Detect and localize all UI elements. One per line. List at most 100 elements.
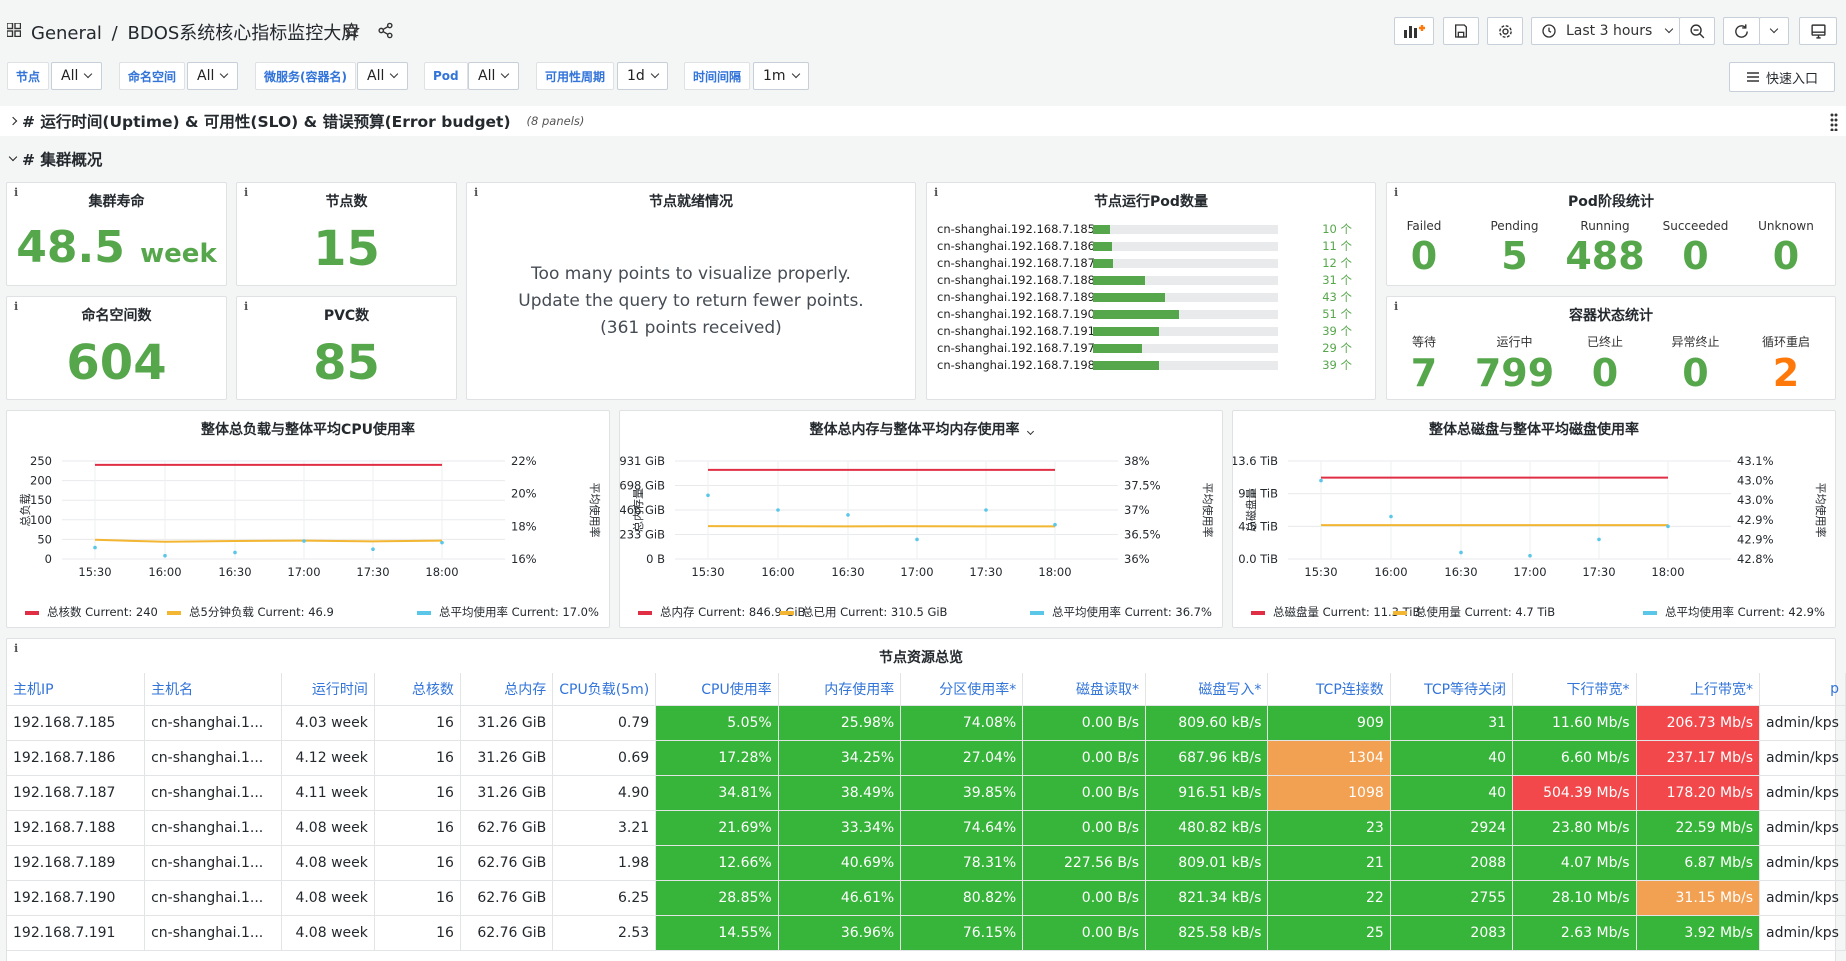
- legend-item[interactable]: 总使用量 Current: 4.7 TiB: [1415, 605, 1555, 619]
- tv-mode-button[interactable]: [1799, 17, 1837, 45]
- info-icon[interactable]: i: [474, 186, 479, 199]
- share-icon[interactable]: [377, 22, 394, 43]
- star-icon[interactable]: [343, 22, 360, 43]
- table-cell: 821.34 kB/s: [1145, 880, 1269, 916]
- cluster-age-unit: week: [140, 239, 217, 269]
- column-header[interactable]: 磁盘写入*: [1145, 673, 1269, 706]
- add-panel-button[interactable]: [1394, 17, 1434, 45]
- column-header[interactable]: TCP连接数: [1267, 673, 1391, 706]
- column-header[interactable]: 总内存: [460, 673, 554, 706]
- info-icon[interactable]: i: [934, 186, 939, 199]
- table-row[interactable]: 192.168.7.191 cn-shanghai.1... 4.08 week 16…: [7, 915, 1846, 951]
- stat-value: 799: [1474, 351, 1555, 395]
- stat-column: 运行中 799: [1470, 333, 1560, 396]
- column-header[interactable]: 主机IP: [7, 673, 146, 706]
- info-icon[interactable]: i: [1394, 300, 1399, 313]
- table-cell: 16: [374, 705, 461, 741]
- cluster-age-value: 48.5 week: [7, 223, 226, 279]
- series-point: [846, 513, 850, 517]
- legend-item[interactable]: 总平均使用率 Current: 17.0%: [439, 605, 599, 619]
- y2-tick-label: 22%: [511, 454, 537, 468]
- table-row[interactable]: 192.168.7.187 cn-shanghai.1... 4.11 week 16…: [7, 775, 1846, 811]
- column-header[interactable]: TCP等待关闭: [1390, 673, 1514, 706]
- legend-item[interactable]: 总已用 Current: 310.5 GiB: [802, 605, 948, 619]
- column-header[interactable]: 运行时间: [281, 673, 375, 706]
- x-tick-label: 16:30: [218, 565, 251, 579]
- legend-swatch: [1393, 611, 1407, 615]
- column-header[interactable]: 总核数: [374, 673, 461, 706]
- row-uptime[interactable]: # 运行时间(Uptime) & 可用性(SLO) & 错误预算(Error b…: [0, 106, 1846, 136]
- table-cell: 40.69%: [778, 845, 902, 881]
- var-select-namespace[interactable]: All: [187, 62, 238, 90]
- info-icon[interactable]: i: [14, 642, 19, 655]
- time-picker[interactable]: Last 3 hours: [1531, 17, 1680, 45]
- panel-cluster-age: i 集群寿命 48.5 week: [6, 182, 227, 286]
- column-header[interactable]: CPU负载(5m): [552, 673, 657, 706]
- legend-item[interactable]: 总平均使用率 Current: 42.9%: [1665, 605, 1825, 619]
- legend-item[interactable]: 总5分钟负载 Current: 46.9: [189, 605, 334, 619]
- column-header[interactable]: 主机名: [144, 673, 283, 706]
- refresh-button[interactable]: [1723, 17, 1760, 45]
- node-name: cn-shanghai.192.168.7.197: [937, 341, 1095, 355]
- y2-tick-label: 36%: [1124, 552, 1150, 566]
- memory-chart[interactable]: 931 GiB 698 GiB 466 GiB 233 GiB 0 B 38% 37.5% 3…: [620, 411, 1223, 628]
- zoom-out-button[interactable]: [1679, 17, 1715, 45]
- table-row[interactable]: 192.168.7.186 cn-shanghai.1... 4.12 week 16…: [7, 740, 1846, 776]
- legend-item[interactable]: 总磁盘量 Current: 11.3 TiB: [1273, 605, 1421, 619]
- table-row[interactable]: 192.168.7.189 cn-shanghai.1... 4.08 week 16…: [7, 845, 1846, 881]
- info-icon[interactable]: i: [14, 300, 19, 313]
- save-button[interactable]: [1443, 17, 1479, 45]
- info-icon[interactable]: i: [244, 300, 249, 313]
- column-header[interactable]: 下行带宽*: [1512, 673, 1637, 706]
- stat-column: 循环重启 2: [1741, 333, 1831, 396]
- disk-chart[interactable]: 13.6 TiB 9.1 TiB 4.5 TiB 0.0 TiB 43.1% 43.0% 4…: [1233, 411, 1836, 628]
- table-cell: 62.76 GiB: [460, 845, 554, 881]
- var-select-pod[interactable]: All: [468, 62, 519, 90]
- table-row[interactable]: 192.168.7.188 cn-shanghai.1... 4.08 week 16…: [7, 810, 1846, 846]
- settings-button[interactable]: [1487, 17, 1523, 45]
- column-header[interactable]: p: [1759, 673, 1846, 706]
- var-select-slo-period[interactable]: 1d: [617, 62, 668, 90]
- refresh-interval-dropdown[interactable]: [1759, 17, 1789, 45]
- info-icon[interactable]: i: [1394, 186, 1399, 199]
- info-icon[interactable]: i: [14, 186, 19, 199]
- column-header[interactable]: CPU使用率: [655, 673, 779, 706]
- legend-item[interactable]: 总核数 Current: 240: [47, 605, 158, 619]
- series-point: [1389, 514, 1393, 519]
- table-cell: 1304: [1267, 740, 1391, 776]
- node-name: cn-shanghai.192.168.7.189: [937, 290, 1095, 304]
- apps-icon[interactable]: [6, 22, 22, 38]
- legend-item[interactable]: 总平均使用率 Current: 36.7%: [1052, 605, 1212, 619]
- table-cell: 4.12 week: [281, 740, 375, 776]
- var-select-service[interactable]: All: [357, 62, 408, 90]
- chevron-down-icon: [791, 69, 800, 79]
- drag-handle-icon[interactable]: [1830, 113, 1838, 135]
- column-header[interactable]: 分区使用率*: [900, 673, 1024, 706]
- row-cluster[interactable]: # 集群概况: [0, 146, 102, 172]
- table-row[interactable]: 192.168.7.185 cn-shanghai.1... 4.03 week 16…: [7, 705, 1846, 741]
- table-cell: 36.96%: [778, 915, 902, 951]
- series-point: [440, 540, 444, 545]
- table-cell: 22.59 Mb/s: [1636, 810, 1761, 846]
- table-cell: 687.96 kB/s: [1145, 740, 1269, 776]
- column-header[interactable]: 上行带宽*: [1636, 673, 1761, 706]
- var-value-node: All: [61, 68, 79, 84]
- var-select-node[interactable]: All: [51, 62, 102, 90]
- column-header[interactable]: 内存使用率: [778, 673, 902, 706]
- quick-entry-button[interactable]: 快速入口: [1729, 62, 1835, 92]
- var-select-interval[interactable]: 1m: [753, 62, 809, 90]
- info-icon[interactable]: i: [244, 186, 249, 199]
- legend-item[interactable]: 总内存 Current: 846.9 GiB: [660, 605, 806, 619]
- table-cell: 34.25%: [778, 740, 902, 776]
- table-cell: cn-shanghai.1...: [144, 705, 283, 741]
- column-header[interactable]: 磁盘读取*: [1022, 673, 1147, 706]
- var-label-service: 微服务(容器名): [255, 62, 356, 90]
- pod-bar-row: cn-shanghai.192.168.7.188 31 个: [927, 270, 1375, 290]
- table-row[interactable]: 192.168.7.190 cn-shanghai.1... 4.08 week 16…: [7, 880, 1846, 916]
- dashboard-title[interactable]: BDOS系统核心指标监控大屏: [127, 23, 360, 44]
- var-label-pod: Pod: [424, 62, 468, 90]
- table-cell: 192.168.7.188: [7, 810, 146, 846]
- breadcrumb-folder[interactable]: General: [31, 23, 102, 44]
- cpu-chart[interactable]: 250 200 150 100 50 0 22% 20% 18% 16% 15:30 16:00 16:…: [7, 411, 610, 628]
- pod-bar-fill: [1093, 292, 1166, 302]
